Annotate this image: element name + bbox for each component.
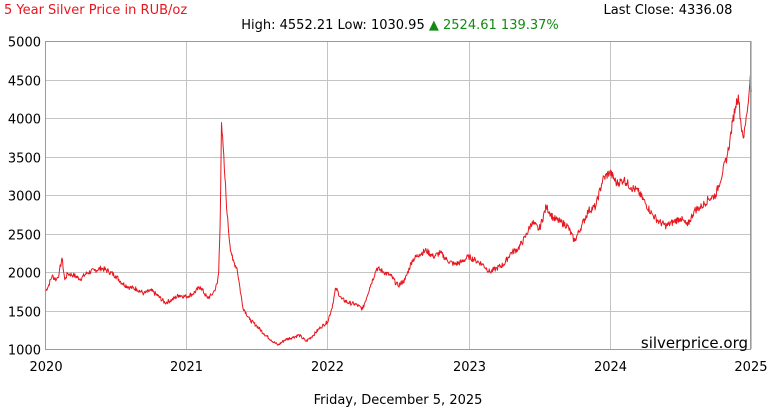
last-close-value: 4336.08 [679,3,733,18]
y-axis-ticks: 1000 1500 2000 2500 3000 3500 4000 4500 5000 [8,36,41,359]
date-label: Friday, December 5, 2025 [314,393,483,408]
chart-title: 5 Year Silver Price in RUB/oz [4,3,187,18]
y-tick-label: 1500 [8,306,41,321]
change-arrow-icon: ▲ [429,18,439,33]
x-tick-label: 2021 [170,360,203,375]
plot-frame [45,41,751,350]
x-tick-label: 2023 [453,360,486,375]
y-tick-label: 4000 [8,113,41,128]
high-value: 4552.21 [280,18,334,33]
low-label: Low: [338,18,367,33]
x-tick-label: 2022 [311,360,344,375]
high-label: High: [241,18,275,33]
y-tick-label: 3500 [8,152,41,167]
y-tick-label: 4500 [8,75,41,90]
x-axis-ticks: 2020 2021 2022 2023 2024 2025 [30,360,768,375]
x-tick-label: 2020 [30,360,63,375]
price-summary: High: 4552.21 Low: 1030.95 ▲ 2524.61 139… [241,18,559,33]
watermark: silverprice.org [641,334,748,352]
last-close-label: Last Close: [604,3,675,18]
price-series-line [44,75,752,346]
low-value: 1030.95 [371,18,425,33]
y-tick-label: 2500 [8,229,41,244]
y-tick-label: 1000 [8,344,41,359]
x-tick-label: 2024 [594,360,627,375]
y-tick-label: 5000 [8,36,41,51]
change-value: 2524.61 [443,18,497,33]
last-close: Last Close: 4336.08 [604,3,733,18]
change-percent: 139.37% [501,18,559,33]
x-tick-label: 2025 [734,360,767,375]
y-tick-label: 3000 [8,190,41,205]
y-tick-label: 2000 [8,267,41,282]
